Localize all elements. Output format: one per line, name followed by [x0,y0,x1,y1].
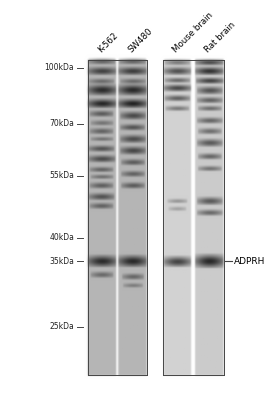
Text: Mouse brain: Mouse brain [171,10,215,54]
Text: 35kDa: 35kDa [49,257,74,266]
Text: 55kDa: 55kDa [49,172,74,180]
Text: ADPRH: ADPRH [233,257,265,266]
Text: SW480: SW480 [127,26,155,54]
Text: Rat brain: Rat brain [204,20,238,54]
Text: 40kDa: 40kDa [49,233,74,242]
Text: 70kDa: 70kDa [49,119,74,128]
Text: K-562: K-562 [96,30,119,54]
Text: 100kDa: 100kDa [44,63,74,72]
Text: 25kDa: 25kDa [49,322,74,332]
